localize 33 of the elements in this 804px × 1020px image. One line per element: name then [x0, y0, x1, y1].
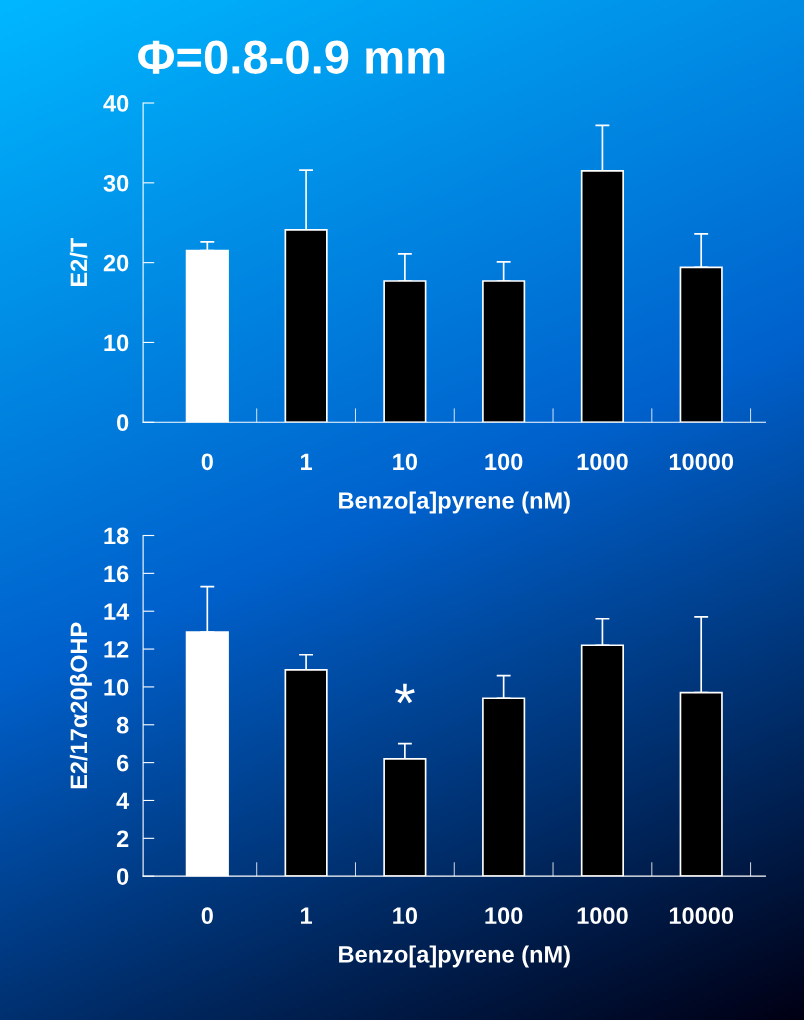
x-tick-label: 10 [393, 907, 418, 925]
y-tick-label: 10 [104, 678, 129, 696]
annotation: * [394, 683, 415, 704]
x-axis-title: Benzo[a]pyrene (nM) [339, 945, 570, 968]
y-tick-label: 8 [116, 716, 129, 734]
y-tick-label: 6 [116, 754, 129, 772]
y-tick-label: 20 [103, 254, 129, 272]
y-axis-title: E2/17α20βOHP [69, 622, 92, 789]
y-axis-title: E2/T [69, 237, 88, 286]
y-tick-label: 18 [104, 527, 129, 545]
y-tick-label: 10 [104, 334, 129, 352]
x-tick-label: 0 [201, 453, 213, 471]
x-tick-label: 100 [485, 453, 523, 471]
y-tick-label: 16 [104, 565, 129, 583]
x-axis-title: Benzo[a]pyrene (nM) [339, 491, 570, 514]
y-tick-label: 40 [103, 95, 129, 112]
y-tick-label: 12 [104, 641, 129, 658]
x-tick-label: 10000 [669, 907, 734, 925]
y-tick-label: 0 [117, 868, 129, 885]
x-tick-label: 1000 [577, 453, 628, 471]
x-tick-label: 1000 [577, 907, 628, 925]
chart-title: Φ=0.8-0.9 mm [138, 40, 445, 74]
x-tick-label: 1 [301, 453, 312, 470]
y-tick-label: 30 [103, 174, 129, 192]
y-tick-label: 2 [116, 830, 129, 847]
x-tick-label: 10 [393, 453, 418, 471]
y-tick-label: 0 [117, 414, 129, 432]
x-tick-label: 10000 [669, 453, 734, 471]
x-tick-label: 1 [301, 907, 312, 924]
x-tick-label: 0 [201, 907, 213, 925]
x-tick-label: 100 [485, 907, 523, 925]
y-tick-label: 14 [104, 603, 130, 620]
y-tick-label: 4 [116, 792, 130, 810]
